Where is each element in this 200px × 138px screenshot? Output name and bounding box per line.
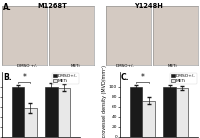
Legend: DMSO+/-, METi: DMSO+/-, METi: [170, 73, 197, 84]
Text: DMSO +/-: DMSO +/-: [17, 64, 37, 68]
Bar: [142, 101, 155, 137]
Bar: [24, 108, 37, 137]
Bar: [45, 87, 58, 137]
Text: METi: METi: [70, 64, 80, 68]
Bar: [176, 88, 188, 137]
Text: A.: A.: [3, 3, 12, 12]
Bar: [163, 87, 176, 137]
Text: DMSO+/-: DMSO+/-: [116, 64, 134, 68]
Legend: DMSO+/-, METi: DMSO+/-, METi: [52, 73, 79, 84]
Text: C.: C.: [121, 73, 130, 82]
Text: METi: METi: [167, 64, 177, 68]
Text: Y1248H: Y1248H: [135, 3, 163, 9]
Text: M1268T: M1268T: [37, 3, 67, 9]
Bar: [12, 87, 24, 137]
Bar: [130, 87, 142, 137]
Bar: [58, 88, 70, 137]
Text: *: *: [141, 73, 144, 82]
Y-axis label: Microvessel density (MVD/mm²): Microvessel density (MVD/mm²): [102, 65, 107, 138]
Text: *: *: [22, 73, 26, 82]
Text: B.: B.: [3, 73, 12, 82]
